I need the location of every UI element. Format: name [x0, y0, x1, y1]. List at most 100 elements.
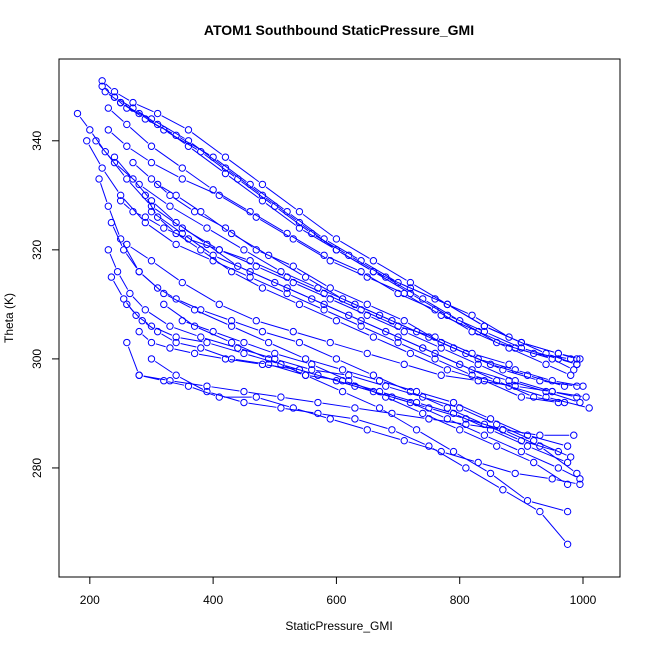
series-segment [265, 186, 297, 210]
data-point [227, 317, 236, 325]
data-point [431, 306, 439, 314]
series-segment [401, 343, 432, 358]
series-segment [451, 409, 481, 423]
data-point [425, 415, 433, 423]
series-segment [167, 229, 185, 238]
data-point [338, 366, 347, 374]
series-segment [377, 376, 407, 391]
series-segment [383, 392, 413, 402]
data-point [400, 360, 408, 369]
series-segment [433, 408, 462, 419]
data-point [301, 355, 310, 363]
data-point [221, 169, 230, 178]
series-segment [457, 349, 487, 363]
data-point [425, 442, 433, 450]
series-segment [185, 170, 210, 188]
data-point [221, 224, 230, 232]
data-point [240, 246, 248, 254]
data-point [345, 377, 353, 385]
data-point [258, 360, 267, 369]
data-point [412, 426, 421, 434]
data-point [394, 289, 402, 298]
data-point [462, 464, 470, 472]
data-point [382, 327, 390, 336]
data-point [505, 377, 513, 385]
data-point [197, 246, 205, 254]
series-segment [179, 197, 198, 210]
data-point [573, 355, 581, 363]
series-segment [389, 386, 419, 397]
data-point [480, 377, 489, 385]
data-point [486, 360, 495, 369]
data-point [406, 349, 415, 358]
series-segment [107, 154, 125, 176]
series-segment [302, 224, 334, 248]
series-segment [364, 273, 395, 292]
data-point [437, 344, 445, 352]
series-segment [223, 250, 247, 260]
data-point [166, 344, 174, 352]
series-segment [92, 133, 104, 149]
series-segment [291, 294, 321, 309]
data-point [147, 158, 156, 167]
data-point [153, 284, 162, 292]
series-segment [433, 419, 462, 425]
data-point [110, 93, 119, 101]
x-axis-label: StaticPressure_GMI [285, 619, 392, 633]
data-point [197, 207, 205, 216]
series-segment [253, 213, 284, 232]
series-segment [525, 452, 555, 467]
data-point [456, 404, 464, 412]
series-segment [359, 408, 388, 414]
data-point [283, 273, 291, 281]
series-profile-25 [135, 371, 578, 439]
series-segment [364, 322, 395, 336]
series-segment [223, 305, 253, 320]
series-segment [334, 289, 364, 304]
series-segment [303, 229, 333, 248]
series-segment [278, 208, 309, 232]
data-point [147, 142, 156, 150]
data-point [320, 235, 328, 243]
data-point [529, 349, 538, 358]
data-point [160, 126, 168, 134]
data-point [576, 475, 584, 483]
series-segment [100, 183, 108, 203]
series-segment [537, 464, 565, 483]
series-segment [167, 295, 191, 309]
data-point [536, 507, 544, 516]
series-segment [211, 386, 240, 392]
series-segment [186, 321, 210, 331]
data-point [166, 202, 174, 210]
data-point [563, 458, 572, 467]
series-segment [513, 386, 542, 397]
series-profile-02 [101, 88, 575, 363]
data-point [135, 371, 143, 379]
data-point [123, 175, 131, 183]
data-point [548, 475, 556, 483]
series-segment [124, 104, 142, 117]
data-point [536, 431, 544, 439]
series-segment [445, 349, 475, 363]
data-point [511, 366, 519, 374]
series-segment [217, 332, 240, 342]
series-segment [315, 365, 345, 380]
data-point [456, 360, 464, 369]
series-segment [414, 403, 444, 418]
data-point [252, 393, 260, 401]
series-segment [104, 171, 119, 192]
series-profile-11 [104, 246, 575, 461]
series-segment [290, 235, 321, 254]
series-segment [451, 316, 481, 331]
series-segment [253, 186, 284, 210]
data-point [147, 257, 156, 265]
data-point [295, 338, 304, 347]
series-segment [129, 307, 140, 318]
series-segment [139, 317, 149, 324]
data-point [443, 300, 452, 309]
series-segment [145, 322, 155, 330]
series-segment [463, 431, 493, 445]
series-segment [340, 322, 370, 336]
series-segment [414, 354, 444, 369]
data-point [126, 289, 134, 298]
